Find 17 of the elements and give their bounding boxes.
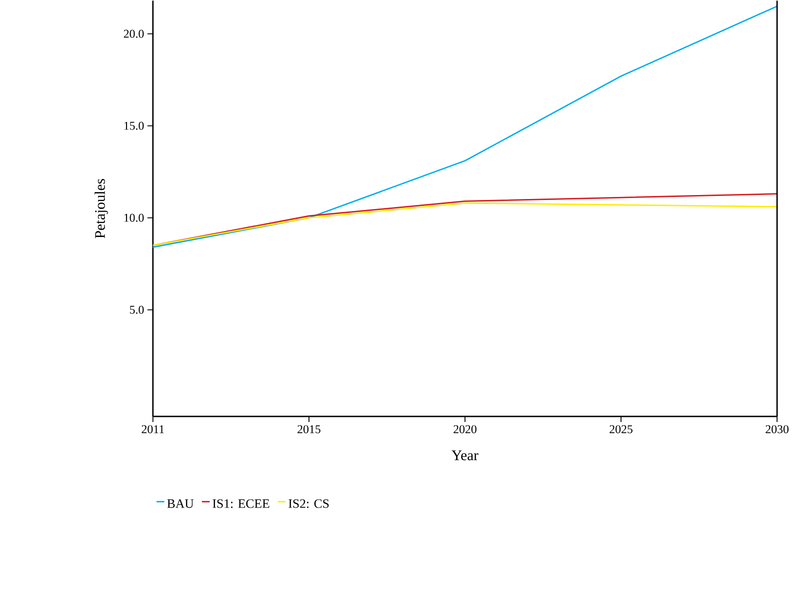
y-tick-label: 5.0 <box>130 306 144 314</box>
legend-label: IS2: CS <box>288 499 329 508</box>
y-tick-label: 10.0 <box>124 214 144 222</box>
x-tick-label: 2020 <box>454 425 476 434</box>
y-axis-title: Petajoules <box>94 178 108 238</box>
legend-label: IS1: ECEE <box>212 499 270 508</box>
x-tick-label: 2011 <box>142 425 164 434</box>
y-tick-label: 20.0 <box>124 30 144 38</box>
x-axis-title: Year <box>452 450 478 460</box>
y-tick-label: 15.0 <box>124 122 144 130</box>
x-tick-label: 2030 <box>766 425 789 434</box>
line-series <box>152 5 778 248</box>
legend-label: BAU <box>167 499 194 508</box>
x-tick-label: 2015 <box>298 425 320 434</box>
line-series <box>152 193 778 246</box>
x-tick-label: 2025 <box>610 425 632 434</box>
line-series <box>152 202 778 246</box>
